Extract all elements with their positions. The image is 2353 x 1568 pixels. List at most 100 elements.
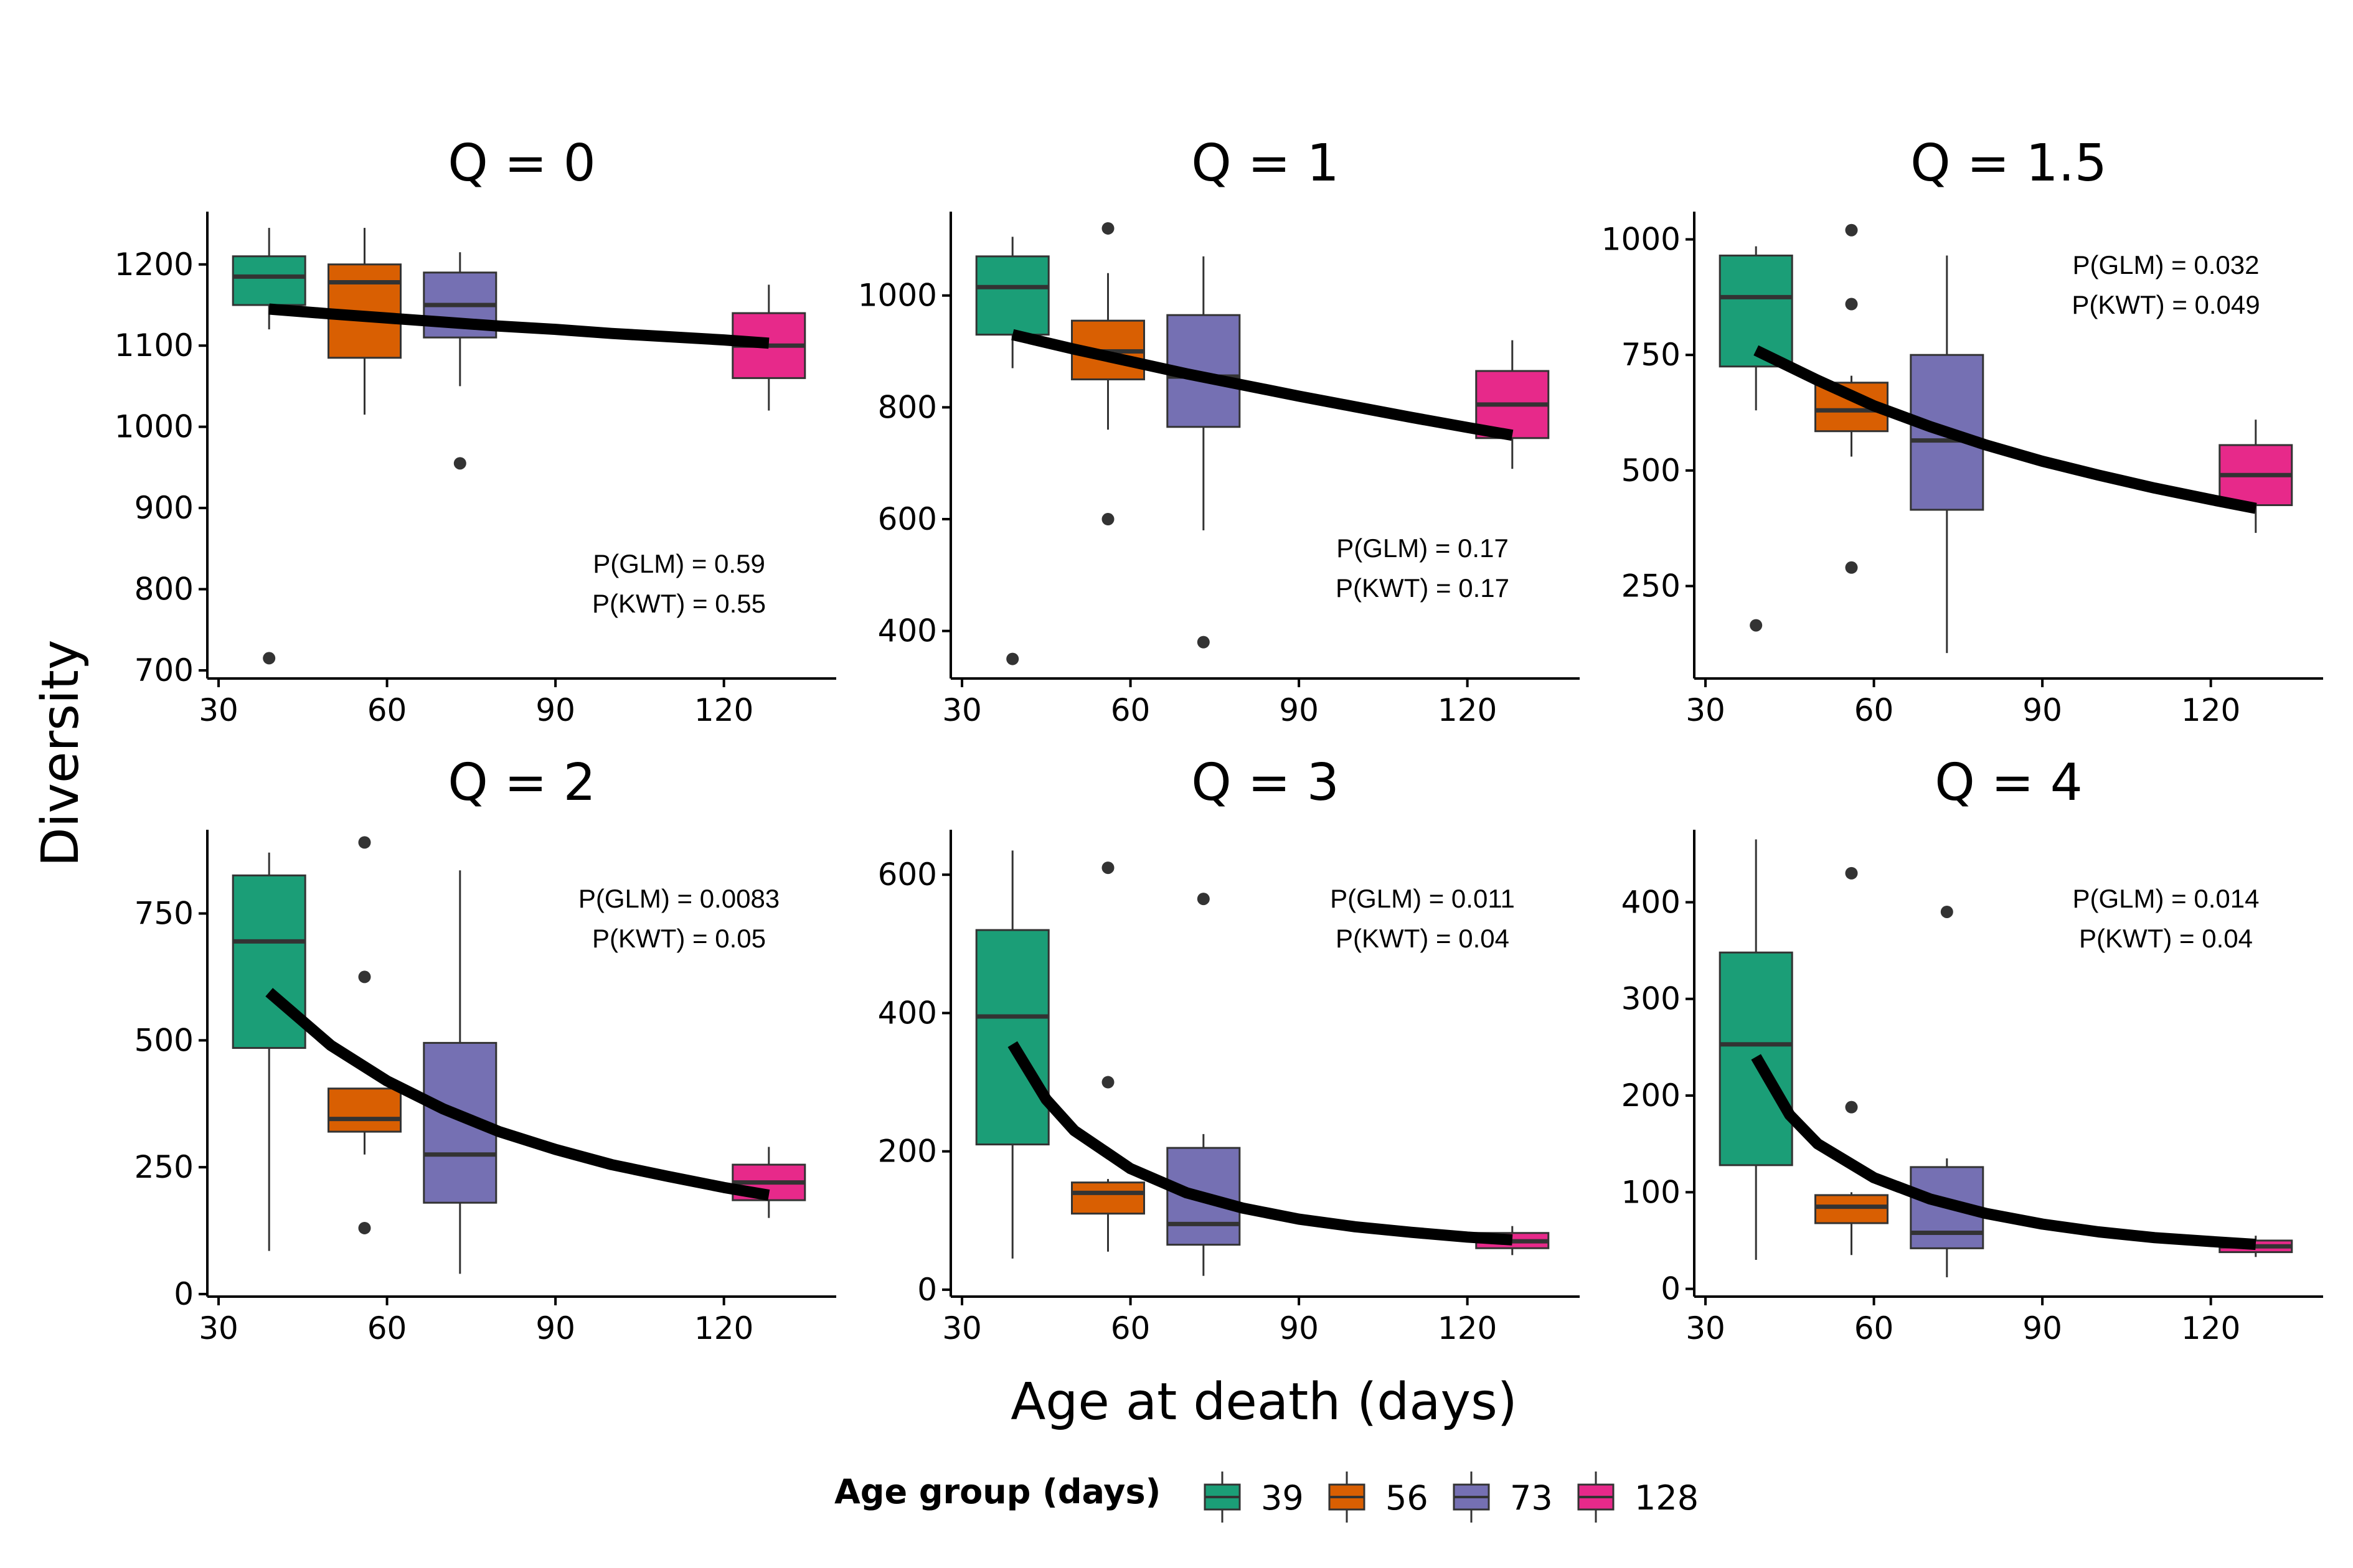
y-tick-label: 400 — [878, 613, 937, 649]
outlier-point — [1006, 652, 1019, 665]
panel-6: Q = 4 0 100 200 300 400 30 60 90 120 P(GLM) = 0.01… — [1621, 753, 2323, 1346]
y-tick-label: 0 — [1661, 1271, 1681, 1307]
box-group-128 — [732, 284, 806, 411]
outlier-point — [358, 970, 371, 984]
y-tick-label: 250 — [1621, 568, 1681, 604]
y-tick-label: 400 — [1621, 884, 1681, 920]
legend-item-73: 73 — [1453, 1472, 1553, 1523]
outlier-point — [1845, 298, 1858, 311]
y-tick-label: 0 — [917, 1272, 937, 1308]
box-group-39 — [1719, 246, 1793, 632]
fit-line — [268, 303, 770, 349]
y-tick-label: 100 — [1621, 1174, 1681, 1210]
box-group-39 — [1719, 839, 1793, 1260]
x-tick-label: 30 — [942, 692, 982, 728]
y-tick-label: 700 — [134, 652, 194, 688]
x-tick-label: 120 — [2181, 1310, 2240, 1346]
box — [328, 1087, 402, 1133]
legend-item-56: 56 — [1328, 1472, 1428, 1523]
y-tick-label: 250 — [134, 1149, 194, 1185]
box-group-128 — [1475, 340, 1550, 469]
y-tick-label: 900 — [134, 490, 194, 526]
outlier-point — [1101, 861, 1115, 875]
outlier-point — [1845, 866, 1858, 880]
legend-label: 56 — [1385, 1478, 1428, 1518]
x-tick-label: 90 — [1279, 1310, 1319, 1346]
box — [1719, 255, 1793, 368]
box-group-39 — [975, 850, 1050, 1259]
p-value-label: P(GLM) = 0.011 — [1330, 884, 1515, 913]
panel-2: Q = 1 400 600 800 1000 30 60 90 120 P(GLM) = 0.17… — [858, 134, 1580, 728]
x-tick-label: 60 — [1854, 692, 1894, 728]
box — [232, 255, 306, 306]
x-tick-label: 120 — [2181, 692, 2240, 728]
p-value-label: P(GLM) = 0.17 — [1336, 533, 1509, 563]
outlier-point — [1101, 222, 1115, 235]
legend-label: 73 — [1510, 1478, 1553, 1518]
p-value-label: P(KWT) = 0.04 — [2079, 924, 2253, 953]
x-tick-label: 90 — [535, 1310, 575, 1346]
fit-line — [1751, 1054, 2256, 1251]
y-axis-title: Diversity — [31, 640, 90, 867]
y-tick-label: 800 — [878, 389, 937, 425]
x-tick-label: 30 — [199, 1310, 238, 1346]
x-tick-label: 120 — [694, 1310, 753, 1346]
x-tick-label: 30 — [199, 692, 238, 728]
box-group-73 — [1166, 256, 1241, 649]
outlier-point — [358, 836, 371, 849]
p-value-label: P(KWT) = 0.05 — [592, 924, 766, 953]
outlier-point — [1845, 1101, 1858, 1114]
fit-line — [1007, 1041, 1513, 1246]
outlier-point — [1750, 619, 1763, 632]
y-tick-label: 1000 — [1601, 222, 1681, 258]
x-tick-label: 90 — [2022, 692, 2062, 728]
y-tick-label: 750 — [134, 896, 194, 932]
panel-title: Q = 1.5 — [1910, 134, 2107, 193]
panel-title: Q = 2 — [448, 753, 596, 812]
box — [1910, 354, 1984, 511]
outlier-point — [1197, 636, 1210, 649]
x-tick-label: 90 — [535, 692, 575, 728]
panel-3: Q = 1.5 250 500 750 1000 30 60 90 120 P(GLM) = 0.… — [1601, 134, 2323, 728]
y-tick-label: 600 — [878, 501, 937, 537]
outlier-point — [358, 1221, 371, 1234]
legend-label: 128 — [1634, 1478, 1699, 1518]
box-group-39 — [975, 237, 1050, 665]
box-group-39 — [232, 228, 306, 665]
p-value-label: P(KWT) = 0.55 — [592, 589, 766, 618]
box — [232, 874, 306, 1049]
p-value-label: P(GLM) = 0.014 — [2073, 884, 2260, 913]
box-group-73 — [1910, 905, 1984, 1277]
panel-title: Q = 0 — [448, 134, 596, 193]
box-group-56 — [1071, 861, 1145, 1252]
y-tick-label: 200 — [878, 1134, 937, 1170]
y-tick-label: 500 — [134, 1022, 194, 1058]
box-group-56 — [1814, 866, 1889, 1256]
box-group-128 — [2219, 420, 2293, 533]
y-tick-label: 800 — [134, 571, 194, 608]
box-group-56 — [1071, 222, 1145, 526]
box-group-56 — [328, 836, 402, 1234]
x-tick-label: 120 — [1438, 692, 1497, 728]
y-tick-label: 1200 — [115, 246, 194, 283]
legend-item-39: 39 — [1204, 1472, 1304, 1523]
p-value-label: P(KWT) = 0.04 — [1336, 924, 1509, 953]
p-value-label: P(KWT) = 0.049 — [2072, 290, 2260, 319]
x-axis-title: Age at death (days) — [1011, 1373, 1517, 1432]
box-group-73 — [1910, 255, 1984, 654]
x-tick-label: 60 — [367, 1310, 407, 1346]
box — [1071, 1181, 1145, 1215]
outlier-point — [263, 652, 276, 665]
y-tick-label: 300 — [1621, 981, 1681, 1017]
x-tick-label: 30 — [1686, 1310, 1725, 1346]
box-group-73 — [1166, 893, 1241, 1276]
panel-5: Q = 3 0 200 400 600 30 60 90 120 P(GLM) = 0.011 P(… — [878, 753, 1580, 1346]
y-tick-label: 0 — [174, 1276, 194, 1312]
fit-line — [1011, 329, 1514, 441]
box — [1814, 1194, 1889, 1224]
outlier-point — [1197, 893, 1210, 906]
box-group-73 — [423, 252, 497, 470]
legend-title: Age group (days) — [834, 1472, 1161, 1511]
